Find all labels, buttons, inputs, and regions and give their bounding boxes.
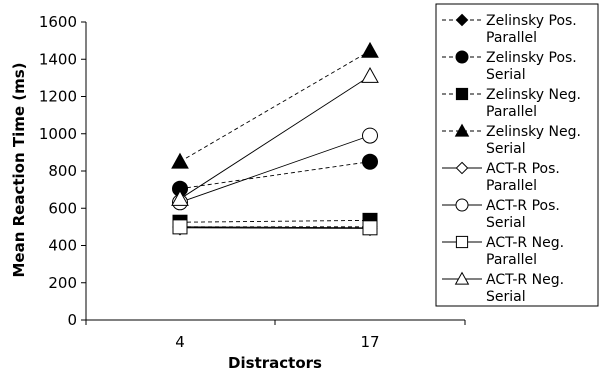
legend-marker	[455, 13, 469, 27]
data-point	[171, 152, 189, 169]
legend-marker	[455, 198, 469, 212]
data-point	[362, 220, 378, 236]
legend-label: Parallel	[486, 104, 537, 120]
y-tick-label: 1600	[39, 13, 77, 31]
legend-label: Zelinsky Pos.	[486, 13, 577, 29]
series-line	[179, 75, 371, 200]
legend-label: Zelinsky Neg.	[486, 124, 581, 140]
legend-marker	[455, 235, 469, 249]
legend-label: Zelinsky Pos.	[486, 50, 577, 66]
legend-box	[435, 3, 599, 307]
y-tick-label: 0	[67, 311, 77, 329]
series-line	[179, 227, 371, 229]
data-point	[172, 219, 188, 235]
legend-marker	[454, 271, 470, 285]
data-point	[361, 41, 379, 58]
legend-label: ACT-R Neg.	[486, 235, 564, 251]
series-line	[179, 161, 371, 190]
legend-label: ACT-R Neg.	[486, 272, 564, 288]
y-tick-label: 200	[48, 274, 77, 292]
y-tick-label: 800	[48, 162, 77, 180]
legend-marker	[455, 87, 469, 101]
series-line	[179, 50, 371, 163]
legend-label: Parallel	[486, 252, 537, 268]
legend-label: Serial	[486, 67, 526, 83]
y-tick-label: 600	[48, 199, 77, 217]
legend-label: Zelinsky Neg.	[486, 87, 581, 103]
legend-label: ACT-R Pos.	[486, 198, 560, 214]
series-line	[179, 135, 371, 203]
series-line	[179, 226, 371, 229]
data-point	[171, 189, 189, 206]
series-line	[179, 219, 371, 223]
legend-label: Serial	[486, 215, 526, 231]
legend-label: Serial	[486, 289, 526, 305]
y-tick-label: 1200	[39, 88, 77, 106]
y-tick-label: 1000	[39, 125, 77, 143]
y-tick-label: 1400	[39, 50, 77, 68]
x-tick-label: 4	[175, 333, 185, 351]
legend-label: ACT-R Pos.	[486, 161, 560, 177]
legend-label: Parallel	[486, 30, 537, 46]
legend-label: Serial	[486, 141, 526, 157]
y-axis-title: Mean Reaction Time (ms)	[10, 62, 28, 277]
legend-marker	[455, 50, 469, 64]
data-point	[362, 127, 378, 144]
x-axis-title: Distractors	[228, 354, 322, 372]
data-point	[362, 153, 378, 170]
legend-marker	[454, 123, 470, 137]
data-point	[361, 66, 379, 83]
legend-label: Parallel	[486, 178, 537, 194]
legend-marker	[455, 161, 469, 175]
x-tick-label: 17	[360, 333, 379, 351]
plot-area: 0 200 400 600 800 1000 1200 1400 1600 4 17	[39, 13, 466, 351]
y-tick-label: 400	[48, 237, 77, 255]
